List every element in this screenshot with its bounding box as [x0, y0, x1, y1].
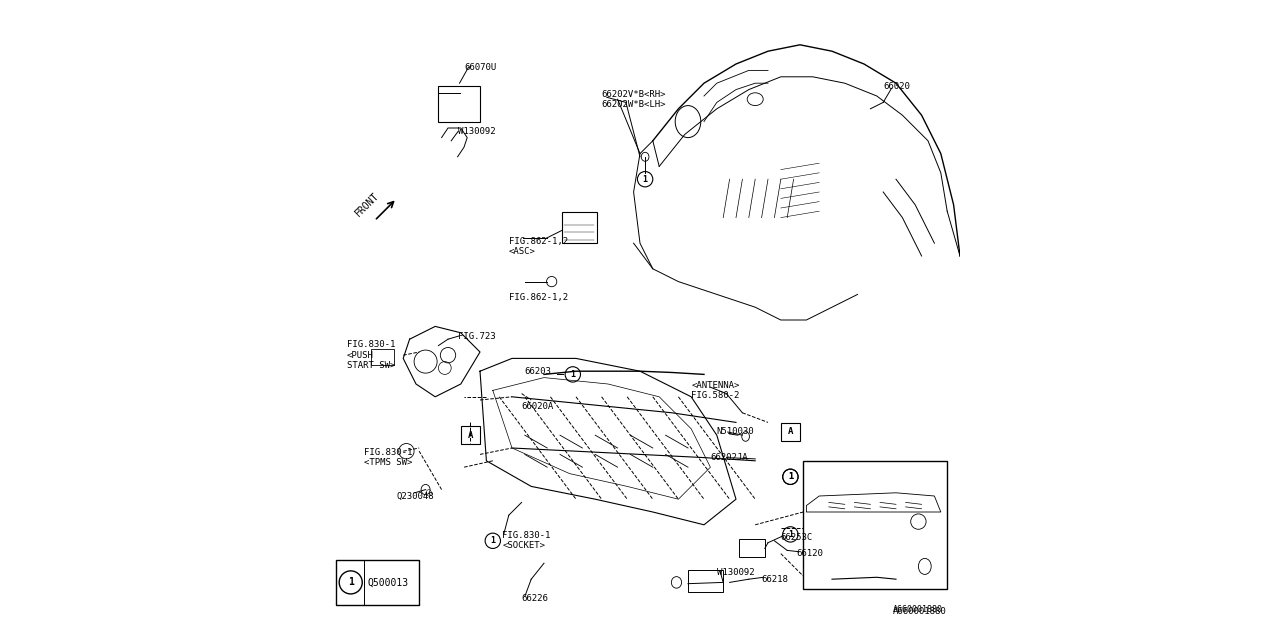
- Text: 66218: 66218: [762, 575, 788, 584]
- Text: Q500013: Q500013: [369, 578, 410, 588]
- Text: FIG.830-1
<PUSH
START SW>: FIG.830-1 <PUSH START SW>: [347, 340, 396, 370]
- Text: 66120: 66120: [796, 549, 823, 558]
- Text: 66020: 66020: [883, 82, 910, 91]
- Text: Q230048: Q230048: [397, 492, 434, 500]
- Text: A660001880: A660001880: [893, 605, 943, 614]
- Text: A660001880: A660001880: [893, 607, 946, 616]
- Text: FIG.862-1,2
<ASC>: FIG.862-1,2 <ASC>: [508, 237, 568, 256]
- Text: <ANTENNA>
FIG.580-2: <ANTENNA> FIG.580-2: [691, 381, 740, 400]
- Text: 1: 1: [490, 536, 495, 545]
- Text: 66202JA: 66202JA: [710, 453, 748, 462]
- Text: FIG.723: FIG.723: [458, 332, 495, 340]
- Bar: [438, 86, 480, 122]
- Text: 66226: 66226: [522, 594, 548, 603]
- Bar: [335, 560, 420, 605]
- Text: 1: 1: [788, 472, 792, 481]
- Text: W130092: W130092: [717, 568, 754, 577]
- Text: A: A: [787, 428, 794, 436]
- Text: A: A: [467, 431, 474, 440]
- Text: 66253C: 66253C: [781, 533, 813, 542]
- Text: N510030: N510030: [717, 428, 754, 436]
- Text: 1: 1: [571, 370, 575, 379]
- Text: 66070U: 66070U: [465, 63, 497, 72]
- Text: 66203: 66203: [525, 367, 552, 376]
- Text: 1: 1: [788, 472, 792, 481]
- Bar: [804, 461, 947, 589]
- Polygon shape: [806, 493, 941, 512]
- Text: 1: 1: [643, 175, 648, 184]
- Text: 66202V*B<RH>
66202W*B<LH>: 66202V*B<RH> 66202W*B<LH>: [602, 90, 666, 109]
- Bar: [781, 423, 800, 441]
- Bar: [689, 570, 723, 592]
- Bar: [562, 212, 598, 243]
- Bar: [461, 426, 480, 444]
- Text: FIG.830-1
<TPMS SW>: FIG.830-1 <TPMS SW>: [364, 448, 412, 467]
- Text: FIG.830-1
<SOCKET>: FIG.830-1 <SOCKET>: [502, 531, 550, 550]
- Bar: [371, 349, 394, 365]
- Text: 66020A: 66020A: [522, 402, 554, 411]
- Text: W130092: W130092: [458, 127, 495, 136]
- Text: FIG.862-1,2: FIG.862-1,2: [508, 293, 568, 302]
- Text: 1: 1: [348, 577, 353, 588]
- Text: FRONT: FRONT: [353, 190, 381, 218]
- Text: 1: 1: [788, 530, 792, 539]
